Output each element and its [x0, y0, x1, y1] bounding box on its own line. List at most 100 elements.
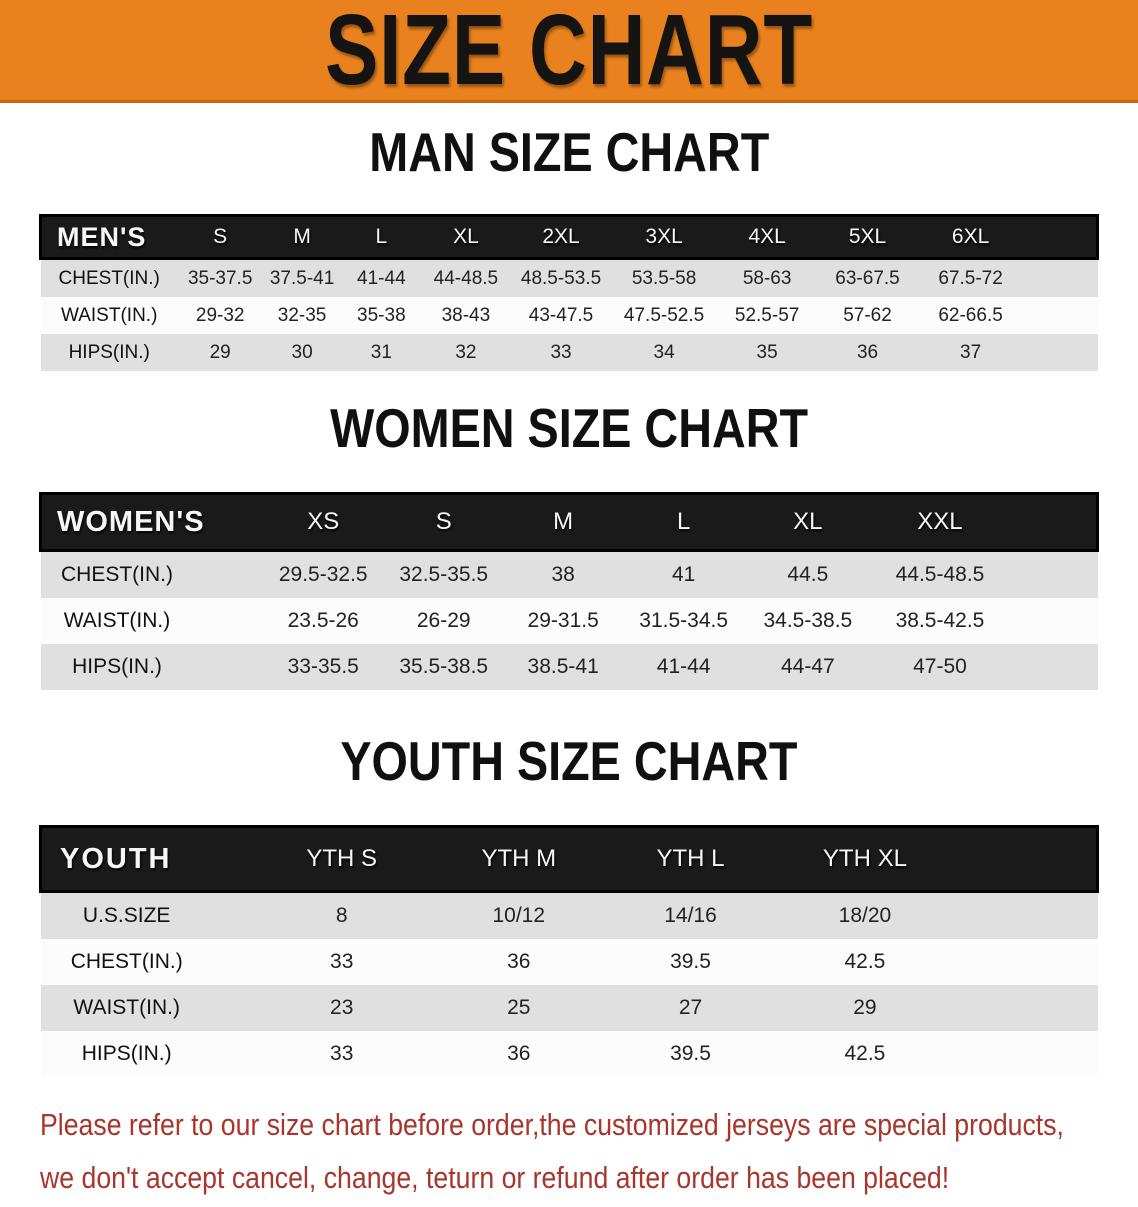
size-value-cell: 31 [370, 341, 392, 363]
size-value-cell: 30 [291, 341, 313, 363]
spacer-cell [955, 892, 1098, 940]
size-value-cell: 47-50 [913, 655, 967, 678]
youth-size-chart-heading-text: YOUTH SIZE CHART [340, 730, 798, 792]
size-value-cell: 32 [455, 341, 477, 363]
womens-size-table: WOMEN'S XS S M L XL XXL CHEST(IN.) 29.5-32.5 32.5… [39, 492, 1099, 690]
size-value-cell: 44-47 [780, 655, 835, 678]
spacer-cell [955, 827, 1098, 892]
size-value-cell: 18/20 [838, 904, 892, 927]
size-value-cell: 26-29 [416, 609, 471, 632]
table-group-label: YOUTH [60, 842, 172, 875]
size-column-header: S [213, 225, 228, 248]
table-row: WAIST(IN.) 23.5-26 26-29 29-31.5 31.5-34.5 34… [40, 598, 1098, 644]
size-value-cell: 42.5 [844, 1042, 886, 1065]
size-value-cell: 47.5-52.5 [623, 304, 705, 326]
size-value-cell: 41 [671, 563, 696, 586]
spacer-cell [1009, 644, 1098, 690]
size-column-header: XS [307, 508, 340, 535]
table-group-label: MEN'S [57, 221, 147, 252]
size-value-cell: 62-66.5 [938, 304, 1003, 326]
size-value-cell: 35-38 [357, 304, 406, 326]
size-value-cell: 33 [550, 341, 572, 363]
size-value-cell: 37 [960, 341, 982, 363]
size-value-cell: 14/16 [664, 904, 717, 927]
size-value-cell: 57-62 [843, 304, 892, 326]
size-column-header: M [293, 225, 311, 248]
size-value-cell: 63-67.5 [835, 267, 900, 289]
size-table-header-row: WOMEN'S XS S M L XL XXL [40, 493, 1098, 551]
spacer-cell [955, 939, 1098, 985]
size-value-cell: 34 [653, 341, 675, 363]
size-value-cell: 67.5-72 [938, 267, 1003, 289]
size-value-cell: 10/12 [492, 904, 546, 927]
disclaimer-text: Please refer to our size chart before or… [40, 1101, 1138, 1207]
spacer-cell [1023, 334, 1097, 371]
size-table-header-row: MEN'S S M L XL 2XL 3XL 4XL 5XL 6XL [40, 215, 1098, 259]
youth-size-chart-heading: YOUTH SIZE CHART [0, 730, 1138, 801]
size-column-header: YTH M [481, 845, 557, 872]
table-group-label: WOMEN'S [57, 505, 205, 538]
size-value-cell: 42.5 [844, 950, 886, 973]
spacer-cell [1023, 216, 1097, 259]
table-row: HIPS(IN.) 29 30 31 32 33 34 35 36 37 [40, 334, 1098, 371]
size-value-cell: 43-47.5 [528, 304, 594, 326]
table-row: WAIST(IN.) 29-32 32-35 35-38 38-43 43-47.5 47.… [40, 297, 1098, 334]
size-value-cell: 8 [335, 904, 348, 927]
size-value-cell: 39.5 [670, 950, 711, 973]
row-label: CHEST(IN.) [58, 267, 160, 289]
size-value-cell: 23 [330, 996, 354, 1019]
size-value-cell: 36 [507, 1042, 531, 1065]
spacer-cell [1023, 297, 1097, 334]
size-value-cell: 29.5-32.5 [278, 563, 368, 586]
man-size-chart-heading: MAN SIZE CHART [0, 121, 1138, 192]
spacer-cell [955, 1031, 1098, 1077]
size-value-cell: 36 [856, 341, 879, 363]
size-value-cell: 29 [853, 996, 877, 1019]
man-size-chart-heading-text: MAN SIZE CHART [369, 121, 769, 183]
size-value-cell: 29 [209, 341, 231, 363]
disclaimer-line-2: we don't accept cancel, change, teturn o… [40, 1160, 950, 1195]
size-value-cell: 36 [507, 950, 531, 973]
size-column-header: XL [793, 508, 823, 535]
size-value-cell: 38.5-42.5 [895, 609, 985, 632]
size-column-header: 4XL [748, 225, 786, 248]
disclaimer-line-1: Please refer to our size chart before or… [40, 1107, 1064, 1142]
size-column-header: XL [453, 225, 479, 248]
row-label: CHEST(IN.) [60, 563, 173, 586]
size-table-header-row: YOUTH YTH S YTH M YTH L YTH XL [40, 826, 1098, 892]
row-label: CHEST(IN.) [70, 950, 183, 973]
table-row: CHEST(IN.) 33 36 39.5 42.5 [40, 939, 1098, 985]
size-column-header: 5XL [848, 225, 887, 248]
size-value-cell: 44.5-48.5 [895, 563, 985, 586]
size-value-cell: 32-35 [277, 304, 327, 326]
size-column-header: M [553, 508, 574, 535]
row-label: WAIST(IN.) [63, 609, 171, 632]
size-value-cell: 33-35.5 [287, 655, 359, 678]
size-value-cell: 37.5-41 [269, 267, 335, 289]
size-value-cell: 38-43 [441, 304, 491, 326]
table-row: CHEST(IN.) 29.5-32.5 32.5-35.5 38 41 44.5 44.5… [40, 550, 1098, 598]
spacer-cell [1023, 259, 1097, 298]
table-row: HIPS(IN.) 33-35.5 35.5-38.5 38.5-41 41-44 44-… [40, 644, 1098, 690]
row-label: WAIST(IN.) [73, 996, 180, 1019]
size-value-cell: 33 [330, 950, 354, 973]
size-value-cell: 44.5 [787, 563, 829, 586]
size-value-cell: 35-37.5 [187, 267, 253, 289]
banner-title: SIZE CHART [325, 0, 813, 106]
size-column-header: XXL [917, 508, 963, 535]
spacer-cell [1009, 598, 1098, 644]
size-value-cell: 53.5-58 [631, 267, 697, 289]
table-row: WAIST(IN.) 23 25 27 29 [40, 985, 1098, 1031]
size-column-header: 6XL [951, 225, 990, 248]
women-size-chart-heading-text: WOMEN SIZE CHART [330, 397, 808, 459]
size-value-cell: 33 [330, 1042, 354, 1065]
row-label: HIPS(IN.) [72, 655, 162, 678]
youth-size-table: YOUTH YTH S YTH M YTH L YTH XL U.S.SIZE 8 10/12… [39, 825, 1099, 1077]
table-row: HIPS(IN.) 33 36 39.5 42.5 [40, 1031, 1098, 1077]
size-value-cell: 34.5-38.5 [763, 609, 853, 632]
size-value-cell: 52.5-57 [734, 304, 800, 326]
row-label: HIPS(IN.) [68, 341, 150, 363]
size-column-header: YTH S [306, 845, 378, 872]
size-column-header: YTH L [656, 845, 725, 872]
women-size-chart-heading: WOMEN SIZE CHART [0, 397, 1138, 468]
